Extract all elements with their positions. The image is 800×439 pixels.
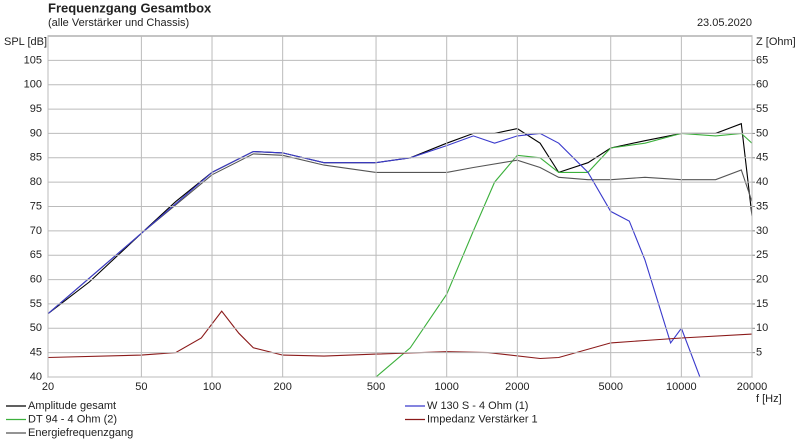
y-tick-label: 55 — [30, 298, 42, 310]
y-tick-label: 65 — [30, 249, 42, 261]
y2-tick-label: 35 — [756, 200, 768, 212]
y-tick-label: 50 — [30, 322, 42, 334]
y2-tick-label: 30 — [756, 225, 768, 237]
series-line — [48, 310, 752, 360]
y2-tick-label: 45 — [756, 152, 768, 164]
series-line — [48, 153, 752, 315]
x-tick-label: 2000 — [505, 381, 529, 393]
x-tick-label: 20000 — [737, 381, 768, 393]
y2-tick-label: 20 — [756, 273, 768, 285]
x-tick-label: 5000 — [598, 381, 622, 393]
x-tick-label: 50 — [135, 381, 147, 393]
y-tick-label: 70 — [30, 225, 42, 237]
y2-tick-label: 50 — [756, 127, 768, 139]
x-tick-label: 200 — [273, 381, 291, 393]
y-tick-label: 40 — [30, 371, 42, 383]
y2-tick-label: 10 — [756, 322, 768, 334]
y-tick-label: 90 — [30, 127, 42, 139]
x-axis-label: f [Hz] — [756, 393, 782, 405]
x-tick-label: 500 — [367, 381, 385, 393]
x-tick-label: 10000 — [666, 381, 697, 393]
y-tick-label: 95 — [30, 103, 42, 115]
x-tick-label: 100 — [203, 381, 221, 393]
y-tick-label: 75 — [30, 200, 42, 212]
legend-label: W 130 S - 4 Ohm (1) — [427, 400, 528, 412]
y-tick-label: 45 — [30, 347, 42, 359]
y2-tick-label: 40 — [756, 176, 768, 188]
y2-tick-label: 15 — [756, 298, 768, 310]
chart-subtitle: (alle Verstärker und Chassis) — [48, 17, 189, 29]
y-tick-label: 100 — [24, 79, 42, 91]
legend-label: Amplitude gesamt — [28, 400, 116, 412]
chart-date: 23.05.2020 — [697, 17, 752, 29]
y-tick-label: 105 — [24, 54, 42, 66]
y2-tick-label: 60 — [756, 79, 768, 91]
series-line — [48, 132, 701, 377]
y2-tick-label: 25 — [756, 249, 768, 261]
legend-label: DT 94 - 4 Ohm (2) — [28, 413, 117, 425]
series-line — [48, 122, 752, 315]
y-tick-label: 80 — [30, 176, 42, 188]
chart-title: Frequenzgang Gesamtbox — [48, 0, 212, 15]
y2-axis-label: Z [Ohm] — [756, 36, 796, 48]
y-axis-label: SPL [dB] — [4, 36, 47, 48]
y2-tick-label: 5 — [756, 347, 762, 359]
y2-tick-label: 65 — [756, 54, 768, 66]
legend-label: Energiefrequenzgang — [28, 427, 133, 439]
legend-label: Impedanz Verstärker 1 — [427, 413, 538, 425]
y-tick-label: 60 — [30, 273, 42, 285]
y-tick-label: 85 — [30, 152, 42, 164]
y2-tick-label: 55 — [756, 103, 768, 115]
series-line — [375, 132, 752, 377]
x-tick-label: 1000 — [434, 381, 458, 393]
x-tick-label: 20 — [42, 381, 54, 393]
